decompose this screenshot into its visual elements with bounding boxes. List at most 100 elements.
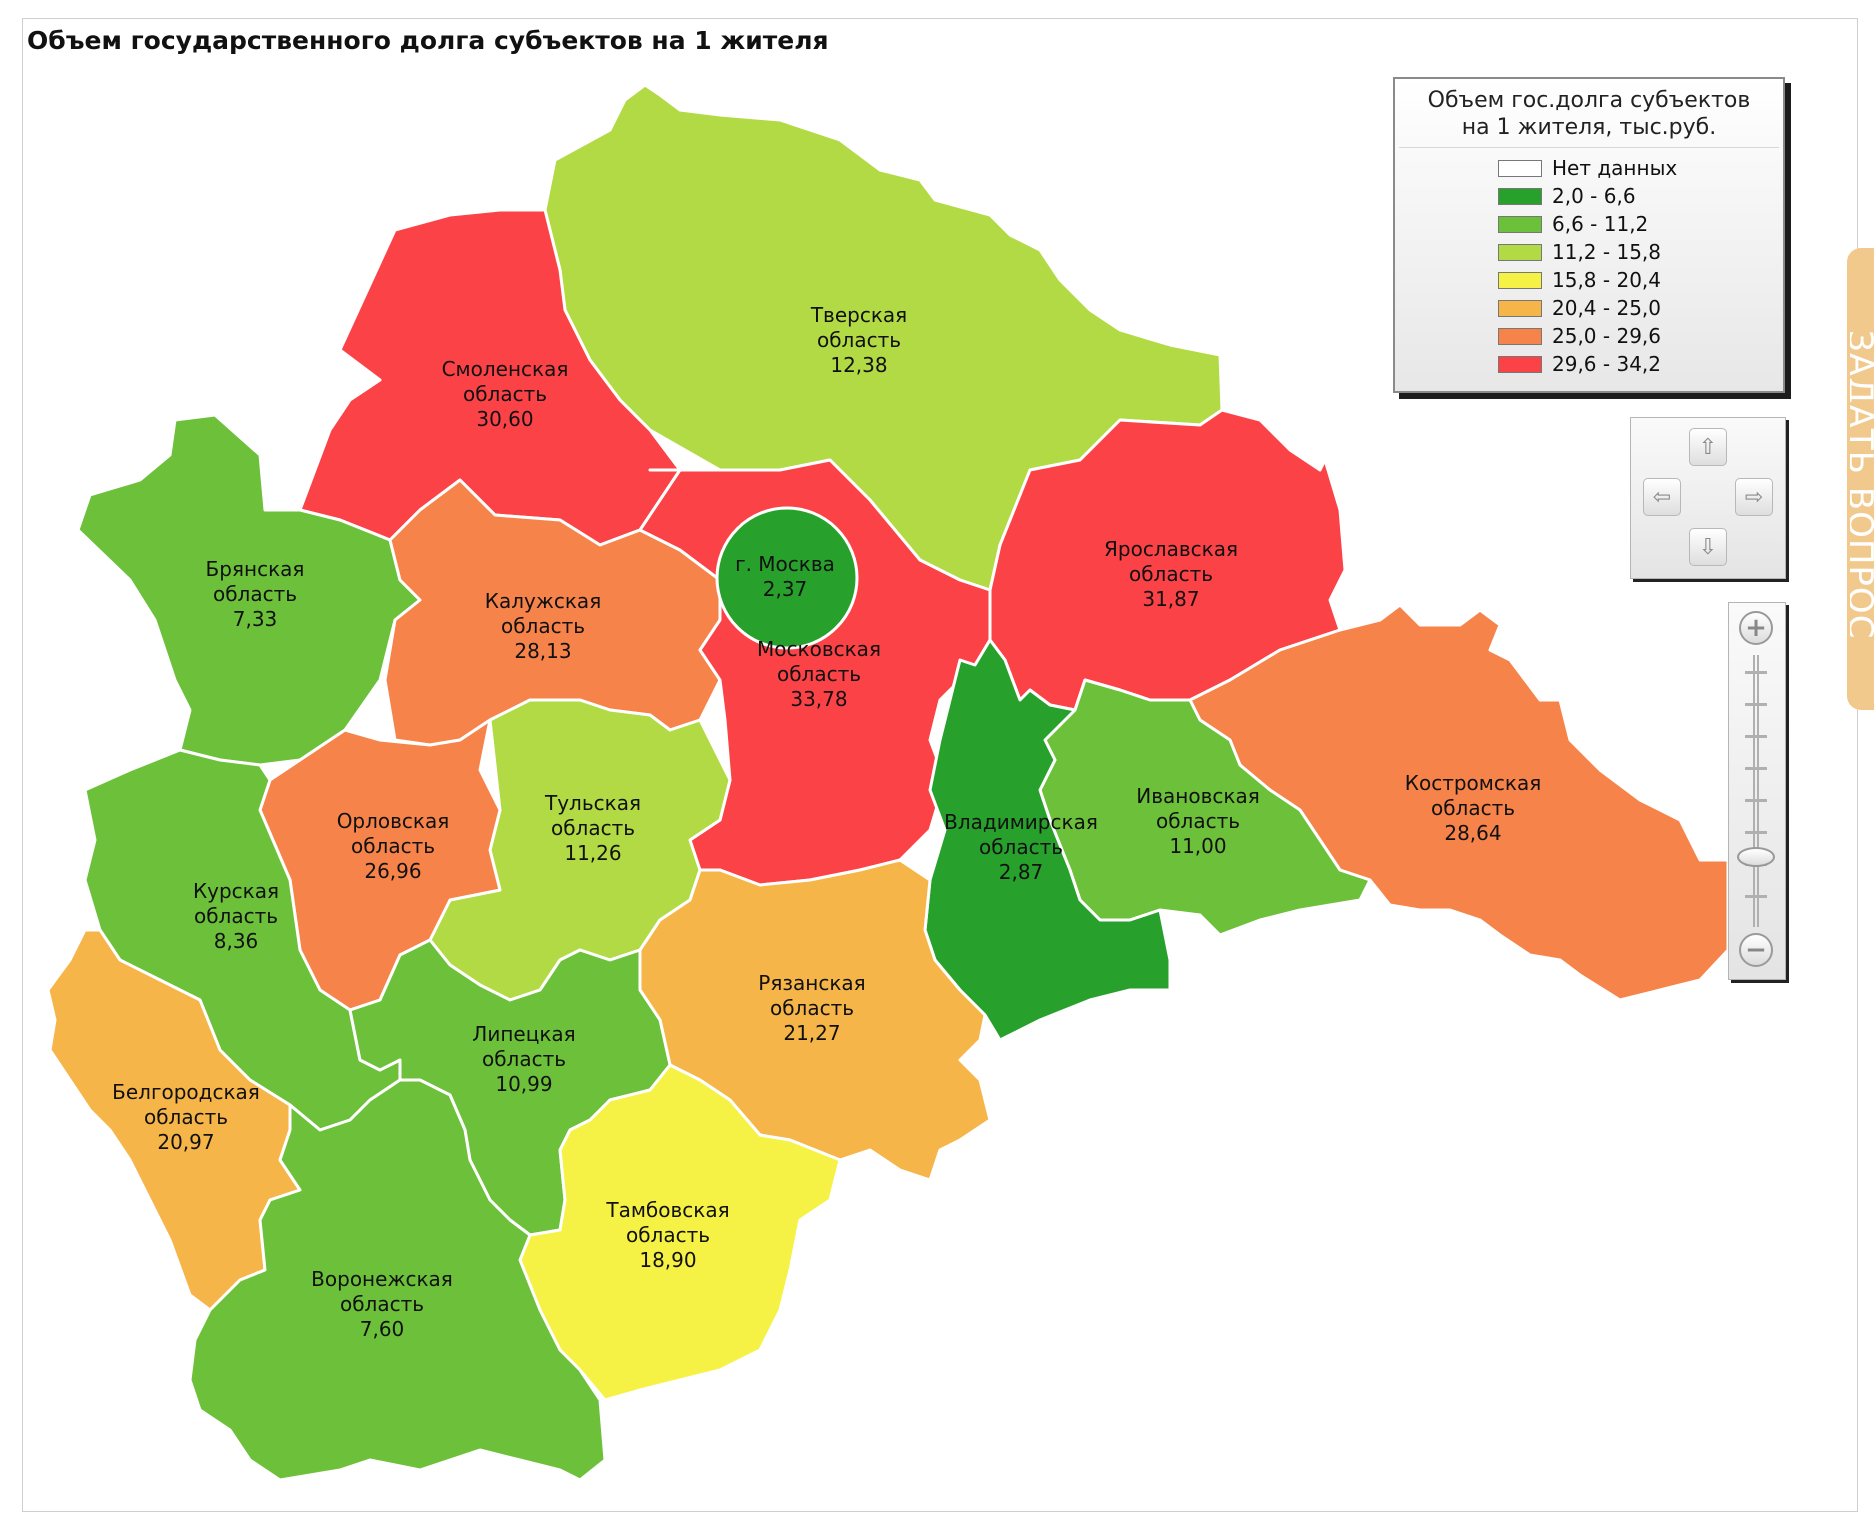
label-ryazan-type: область (770, 996, 854, 1020)
legend-swatch (1498, 243, 1542, 261)
legend-item: 20,4 - 25,0 (1498, 294, 1783, 322)
label-kaluga: Калужская область 28,13 (485, 589, 601, 663)
ask-question-tab[interactable] (1847, 248, 1874, 710)
label-ryazan-value: 21,27 (783, 1021, 840, 1045)
label-orel-type: область (351, 834, 435, 858)
label-belgorod-name: Белгородская (112, 1080, 260, 1104)
legend-swatch (1498, 271, 1542, 289)
label-bryansk: Брянская область 7,33 (206, 557, 305, 631)
label-kostroma-value: 28,64 (1444, 821, 1501, 845)
label-moscow-oblast-name: Московская (757, 637, 881, 661)
legend-title-line1: Объем гос.долга субъектов (1427, 88, 1751, 113)
zoom-tick (1745, 735, 1767, 738)
map-frame (22, 18, 1858, 1512)
label-ivanovo-type: область (1156, 809, 1240, 833)
legend-list: Нет данных 2,0 - 6,6 6,6 - 11,2 11,2 - 1… (1498, 154, 1783, 378)
zoom-tick (1745, 671, 1767, 674)
legend-swatch (1498, 355, 1542, 373)
label-voronezh-type: область (340, 1292, 424, 1316)
label-ivanovo-name: Ивановская (1136, 784, 1259, 808)
pan-left-button[interactable]: ⇦ (1643, 478, 1681, 516)
zoom-control: + − (1728, 602, 1786, 980)
label-tambov-value: 18,90 (639, 1248, 696, 1272)
legend-label: 11,2 - 15,8 (1552, 240, 1661, 264)
label-kursk: Курская область 8,36 (193, 879, 279, 953)
label-yaroslavl-value: 31,87 (1142, 587, 1199, 611)
label-voronezh-name: Воронежская (311, 1267, 453, 1291)
legend-label: 2,0 - 6,6 (1552, 184, 1636, 208)
page-title: Объем государственного долга субъектов н… (27, 26, 829, 55)
zoom-slider-track[interactable] (1753, 655, 1759, 927)
legend-title-line2: на 1 жителя, тыс.руб. (1461, 115, 1717, 140)
zoom-tick (1745, 767, 1767, 770)
label-vladimir-type: область (979, 835, 1063, 859)
label-smolensk-name: Смоленская (442, 357, 569, 381)
label-smolensk-type: область (463, 382, 547, 406)
label-orel: Орловская область 26,96 (337, 809, 450, 883)
label-yaroslavl-type: область (1129, 562, 1213, 586)
legend-swatch (1498, 215, 1542, 233)
label-kaluga-name: Калужская (485, 589, 601, 613)
label-tambov: Тамбовская область 18,90 (605, 1198, 729, 1272)
label-moscow-city-value: 2,37 (763, 577, 808, 601)
legend-item: 25,0 - 29,6 (1498, 322, 1783, 350)
label-vladimir-value: 2,87 (999, 860, 1044, 884)
zoom-slider-thumb[interactable] (1737, 847, 1775, 867)
label-tula-name: Тульская (544, 791, 641, 815)
label-smolensk: Смоленская область 30,60 (442, 357, 569, 431)
label-belgorod-value: 20,97 (157, 1130, 214, 1154)
pan-down-button[interactable]: ⇩ (1689, 528, 1727, 566)
pan-control: ⇧ ⇦ ⇨ ⇩ (1630, 417, 1786, 579)
label-moscow-oblast: Московская область 33,78 (757, 637, 881, 711)
label-orel-name: Орловская (337, 809, 450, 833)
label-kursk-value: 8,36 (214, 929, 259, 953)
label-tambov-type: область (626, 1223, 710, 1247)
legend-label: Нет данных (1552, 156, 1678, 180)
label-kostroma-type: область (1431, 796, 1515, 820)
label-tver-type: область (817, 328, 901, 352)
pan-up-button[interactable]: ⇧ (1689, 428, 1727, 466)
zoom-in-button[interactable]: + (1739, 611, 1773, 645)
legend-item: 11,2 - 15,8 (1498, 238, 1783, 266)
region-bryansk[interactable] (76, 413, 422, 767)
legend-label: 20,4 - 25,0 (1552, 296, 1661, 320)
label-belgorod: Белгородская область 20,97 (112, 1080, 260, 1154)
ask-question-tab-label[interactable]: ЗАДАТЬ ВОПРОС (1850, 330, 1874, 640)
label-voronezh: Воронежская область 7,60 (311, 1267, 453, 1341)
label-yaroslavl: Ярославская область 31,87 (1104, 537, 1238, 611)
label-tver: Тверская область 12,38 (810, 303, 907, 377)
legend-item: 15,8 - 20,4 (1498, 266, 1783, 294)
zoom-tick (1745, 703, 1767, 706)
label-smolensk-value: 30,60 (476, 407, 533, 431)
label-yaroslavl-name: Ярославская (1104, 537, 1238, 561)
zoom-tick (1745, 799, 1767, 802)
label-kursk-type: область (194, 904, 278, 928)
legend-label: 15,8 - 20,4 (1552, 268, 1661, 292)
legend-swatch (1498, 187, 1542, 205)
region-voronezh[interactable] (188, 1078, 607, 1482)
zoom-out-button[interactable]: − (1739, 933, 1773, 967)
label-lipetsk: Липецкая область 10,99 (472, 1022, 575, 1096)
pan-right-button[interactable]: ⇨ (1735, 478, 1773, 516)
label-lipetsk-value: 10,99 (495, 1072, 552, 1096)
legend-title: Объем гос.долга субъектов на 1 жителя, т… (1399, 79, 1779, 148)
label-bryansk-type: область (213, 582, 297, 606)
legend-item: 29,6 - 34,2 (1498, 350, 1783, 378)
label-kostroma-name: Костромская (1405, 771, 1541, 795)
label-tula-value: 11,26 (564, 841, 621, 865)
label-voronezh-value: 7,60 (360, 1317, 405, 1341)
zoom-tick (1745, 895, 1767, 898)
label-kaluga-type: область (501, 614, 585, 638)
label-bryansk-value: 7,33 (233, 607, 278, 631)
label-moscow-oblast-value: 33,78 (790, 687, 847, 711)
label-tula-type: область (551, 816, 635, 840)
region-moscow-city[interactable] (715, 506, 859, 650)
label-bryansk-name: Брянская (206, 557, 305, 581)
legend-label: 25,0 - 29,6 (1552, 324, 1661, 348)
legend-label: 29,6 - 34,2 (1552, 352, 1661, 376)
label-lipetsk-name: Липецкая (472, 1022, 575, 1046)
zoom-tick (1745, 831, 1767, 834)
label-ivanovo-value: 11,00 (1169, 834, 1226, 858)
legend-swatch (1498, 299, 1542, 317)
